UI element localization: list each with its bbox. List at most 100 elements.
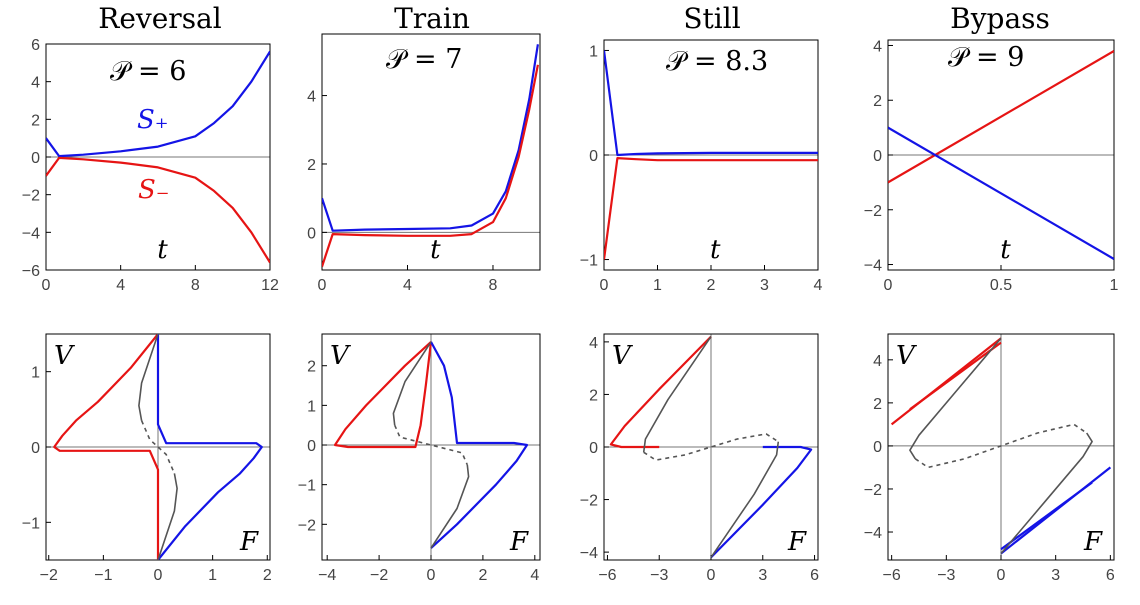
x-tick-label: −4 [318, 567, 336, 584]
y-tick-label: 0 [307, 438, 316, 455]
x-tick-label: 0 [600, 277, 609, 294]
y-tick-label: −2 [580, 493, 598, 510]
y-tick-label: 4 [589, 335, 598, 352]
series-line-2 [156, 334, 263, 560]
panel-title: Still [683, 2, 740, 35]
panel-annotation: 𝒫 = 7 [386, 44, 462, 75]
panel-7: −6 −3 0 3 6 −4 −2 0 2 4 F V [580, 333, 819, 584]
panel-8: −6 −3 0 3 6 −4 −2 0 2 4 F V [864, 333, 1115, 584]
series-line-3 [392, 341, 432, 426]
x-tick-label: 4 [814, 277, 823, 294]
x-tick-label: 0 [707, 567, 716, 584]
x-tick-label: −3 [937, 567, 955, 584]
y-tick-label: 0 [307, 225, 316, 242]
y-tick-label: 1 [307, 398, 316, 415]
y-tick-label: −1 [298, 478, 316, 495]
y-tick-label: 0 [589, 148, 598, 165]
series-line-4 [710, 441, 780, 558]
x-tick-label: 2 [478, 567, 487, 584]
x-tick-label: 1 [208, 567, 217, 584]
y-axis-label: V [54, 341, 75, 371]
y-tick-label: −4 [22, 225, 40, 242]
x-tick-label: 2 [707, 277, 716, 294]
series-line-2 [46, 156, 270, 264]
y-tick-label: −2 [22, 188, 40, 205]
x-tick-label: −2 [40, 567, 58, 584]
series-group [888, 50, 1114, 260]
x-tick-label: 1 [653, 277, 662, 294]
x-tick-label: −6 [598, 567, 616, 584]
series-group [53, 334, 263, 560]
series-group [609, 335, 813, 559]
x-tick-label: 12 [261, 277, 279, 294]
series-line-1 [333, 341, 433, 449]
y-tick-label: −6 [22, 263, 40, 280]
y-tick-label: 1 [31, 365, 40, 382]
y-tick-label: 2 [873, 396, 882, 413]
y-axis-label: V [612, 341, 633, 371]
x-tick-label: −3 [650, 567, 668, 584]
panel-1: 0 4 8 12 −6 −4 −2 0 2 4 6 Reversal 𝒫 = 6 t [22, 2, 279, 294]
panel-title: Reversal [98, 2, 221, 35]
series-label-s-plus: S₊ [137, 105, 169, 135]
x-axis-label: F [239, 527, 259, 557]
x-tick-label: 6 [1106, 567, 1115, 584]
y-tick-label: −2 [864, 203, 882, 220]
y-tick-label: 4 [307, 89, 316, 106]
panel-annotation: 𝒫 = 6 [110, 56, 186, 87]
panel-title: Bypass [950, 2, 1050, 35]
panel-2: 0 4 8 0 2 4 Train 𝒫 = 7 t [307, 2, 541, 294]
series-line-5 [140, 420, 176, 474]
y-tick-label: 2 [589, 387, 598, 404]
x-tick-label: 3 [760, 277, 769, 294]
y-tick-label: 6 [31, 37, 40, 54]
x-axis-label: t [157, 235, 168, 265]
series-group [322, 44, 539, 267]
series-line-4 [430, 464, 470, 549]
x-tick-label: 2 [263, 567, 272, 584]
x-tick-label: 8 [489, 277, 498, 294]
x-tick-label: 0 [997, 567, 1006, 584]
series-line-2 [710, 445, 813, 559]
y-tick-label: 2 [31, 112, 40, 129]
series-line-6 [1000, 432, 1093, 555]
series-line-5 [909, 337, 1002, 460]
x-tick-label: 4 [530, 567, 539, 584]
series-group [46, 50, 270, 264]
x-tick-label: 1 [1110, 277, 1119, 294]
x-tick-label: 0 [427, 567, 436, 584]
x-tick-label: −1 [94, 567, 112, 584]
series-line-2 [888, 126, 1114, 260]
plot-frame [321, 33, 541, 271]
y-tick-label: −4 [864, 525, 882, 542]
series-line-2 [604, 157, 818, 260]
y-tick-label: 4 [31, 75, 40, 92]
panel-annotation: 𝒫 = 9 [948, 42, 1024, 73]
y-tick-label: 4 [873, 353, 882, 370]
x-axis-label: t [1000, 235, 1011, 265]
y-tick-label: −1 [22, 515, 40, 532]
series-line-1 [322, 44, 539, 232]
x-axis-label: t [430, 235, 441, 265]
series-label-s-minus: S₋ [138, 175, 170, 205]
x-tick-label: 6 [810, 567, 819, 584]
y-tick-label: 0 [873, 148, 882, 165]
series-line-4 [1000, 481, 1093, 551]
series-line-1 [53, 334, 160, 560]
y-tick-label: 2 [873, 93, 882, 110]
series-line-5 [643, 433, 779, 461]
x-tick-label: 8 [191, 277, 200, 294]
y-tick-label: −4 [580, 545, 598, 562]
x-tick-label: 0 [318, 277, 327, 294]
x-tick-label: 0 [884, 277, 893, 294]
x-tick-label: −6 [883, 567, 901, 584]
x-axis-label: F [787, 527, 807, 557]
series-group [890, 337, 1112, 555]
panel-title: Train [394, 2, 470, 35]
y-tick-label: 0 [31, 150, 40, 167]
series-line-1 [46, 50, 270, 158]
x-tick-label: 0 [154, 567, 163, 584]
y-tick-label: 4 [873, 38, 882, 55]
y-tick-label: 1 [589, 43, 598, 60]
